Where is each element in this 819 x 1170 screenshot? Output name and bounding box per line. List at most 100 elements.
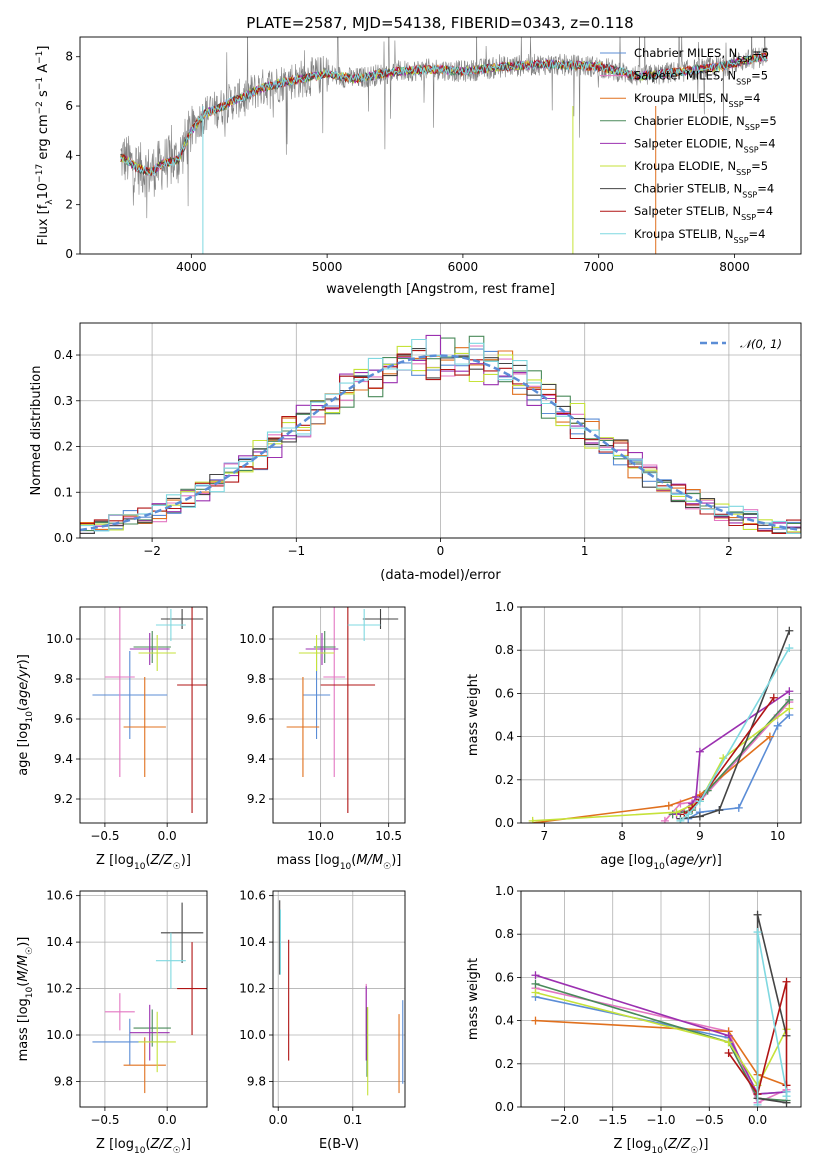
axes-frame [272, 606, 406, 824]
plot-layer: 4000 5000 6000 7000 8000 0 2 4 6 8 wavelength [Ang… [16, 36, 802, 1156]
x-axis-label-part: )] [181, 1137, 191, 1152]
y-tick-label: 0.4 [54, 348, 73, 362]
y-tick-label: 9.6 [54, 712, 73, 726]
y-tick-label: 10.6 [46, 889, 73, 903]
legend-sub: SSP [734, 235, 749, 244]
y-axis-label-part: λ [45, 199, 55, 205]
marker-salpeter-stelib [724, 1049, 733, 1057]
y-axis-label-part: ] [36, 46, 51, 51]
x-tick-label: −1.0 [646, 1113, 675, 1127]
legend-entry: Chabrier MILES, NSSP=5 [634, 46, 769, 64]
x-axis-label-part: )] [698, 1137, 708, 1152]
y-tick-label: 8 [65, 50, 73, 64]
y-tick-label: 0.2 [495, 1057, 514, 1071]
x-axis-label-part: ☉ [173, 1146, 181, 1156]
marker-kroupa-stelib [785, 644, 794, 653]
y-tick-label: 10.0 [46, 632, 73, 646]
marker-kroupa-elodie [724, 1038, 733, 1047]
marker-kroupa-stelib [684, 810, 693, 819]
legend-suffix: =4 [757, 182, 774, 196]
legend-sub: SSP [744, 145, 759, 154]
y-tick-label: 10.0 [46, 1028, 73, 1042]
series-kroupa-elodie [535, 991, 788, 1087]
x-axis-label-part: )] [712, 853, 722, 868]
x-axis-label-part: age [log [600, 853, 653, 868]
figure-title: PLATE=2587, MJD=54138, FIBERID=0343, z=0… [246, 14, 633, 32]
marker-chabrier-miles [773, 721, 782, 730]
marker-kroupa-stelib [676, 816, 685, 823]
y-tick-label: 9.8 [54, 672, 73, 686]
x-axis-label-part: Z [log [96, 853, 134, 868]
scatter-plot-area [279, 900, 404, 1096]
x-axis-label: E(B-V) [319, 1137, 359, 1152]
axes-frame [520, 606, 802, 824]
marker-salpeter-elodie [531, 971, 540, 980]
x-axis-label-part: 10 [134, 1146, 146, 1156]
y-tick-label: 9.4 [54, 752, 73, 766]
x-axis-label-part: ( [351, 853, 356, 868]
x-tick-label: 0.1 [343, 1113, 362, 1127]
x-tick-label: 0.0 [748, 1113, 767, 1127]
x-tick-label: 1 [581, 544, 589, 558]
scatter-plot-area [92, 902, 207, 1094]
legend-entry: Kroupa ELODIE, NSSP=5 [634, 159, 768, 177]
x-tick-label: 2 [725, 544, 733, 558]
x-tick-label: 9 [696, 829, 704, 843]
y-tick-label: 0.0 [54, 531, 73, 545]
axes-frame [79, 890, 208, 1108]
x-axis-label-part: 10 [340, 862, 352, 872]
y-tick-label: 10.0 [239, 632, 266, 646]
histogram-kroupa-stelib [80, 338, 801, 534]
y-tick-label: 0.0 [495, 816, 514, 830]
axes-frame [79, 322, 802, 539]
series-chabrier-miles [687, 714, 790, 820]
marker-kroupa-stelib [782, 1092, 791, 1101]
y-axis-label-part: age [log [16, 723, 31, 776]
y-tick-label: 0.3 [54, 394, 73, 408]
legend-entry: Salpeter MILES, NSSP=5 [634, 69, 768, 87]
x-tick-label: 6000 [448, 260, 479, 274]
legend-suffix: =5 [760, 114, 777, 128]
series-kroupa-miles [535, 1019, 787, 1087]
legend-label: Kroupa MILES, N [634, 91, 729, 105]
y-tick-label: 9.6 [247, 712, 266, 726]
legend-sub: SSP [741, 213, 756, 222]
legend-label: Kroupa STELIB, N [634, 227, 734, 241]
x-tick-label: 8 [618, 829, 626, 843]
marker-kroupa-elodie [785, 704, 794, 713]
y-axis-label-part: −17 [35, 164, 45, 183]
x-tick-label: 7 [541, 829, 549, 843]
y-tick-label: 0.4 [495, 730, 514, 744]
y-axis-label-part: ( [16, 706, 31, 711]
x-axis-label-part: Z/Z [667, 1137, 691, 1152]
y-tick-label: 10.2 [46, 982, 73, 996]
x-axis-label: wavelength [Angstrom, rest frame] [326, 282, 555, 297]
legend-entry: Salpeter STELIB, NSSP=4 [634, 204, 773, 222]
x-tick-label: −0.5 [90, 1113, 119, 1127]
marker-chabrier-elodie [785, 695, 794, 704]
series-kroupa-stelib [679, 647, 790, 822]
marker-salpeter-stelib [782, 977, 791, 986]
legend-sub: SSP [745, 122, 760, 131]
x-tick-label: −0.5 [695, 1113, 724, 1127]
x-axis-label-part: Z [log [614, 1137, 652, 1152]
y-tick-label: 0.4 [495, 1014, 514, 1028]
x-axis-label-part: ( [665, 853, 670, 868]
y-axis-label-part: 10 [25, 711, 35, 723]
y-tick-label: 9.2 [247, 792, 266, 806]
x-tick-label: 4000 [176, 260, 207, 274]
scatter-plot-area [92, 607, 207, 813]
x-axis-label-part: mass [log [277, 853, 340, 868]
legend-suffix: =4 [744, 91, 761, 105]
x-tick-label: 0.0 [158, 829, 177, 843]
y-axis-label: age [log10(age/yr)] [16, 654, 35, 776]
x-axis-label: Z [log10(Z/Z☉)] [96, 853, 191, 872]
x-axis-label: age [log10(age/yr)] [600, 853, 722, 872]
y-tick-label: 0.8 [495, 927, 514, 941]
marker-salpeter-elodie [695, 747, 704, 756]
legend-entry: Chabrier STELIB, NSSP=4 [634, 182, 774, 200]
y-axis-label-part: 10 [36, 183, 51, 200]
y-axis-label: mass weight [466, 674, 481, 756]
y-axis-label-part: Flux [f [36, 204, 51, 245]
